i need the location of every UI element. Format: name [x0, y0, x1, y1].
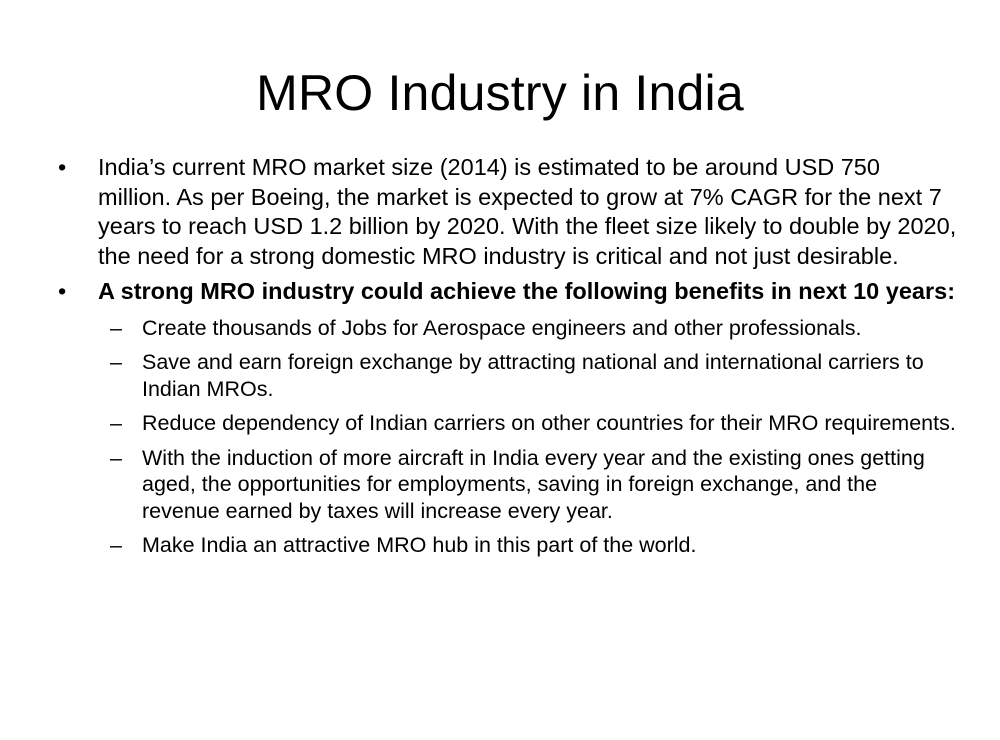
bullet-benefits: • A strong MRO industry could achieve th…: [58, 277, 958, 559]
dash-icon: –: [110, 533, 122, 557]
sub-item-text: With the induction of more aircraft in I…: [142, 445, 925, 523]
slide-body: • India’s current MRO market size (2014)…: [58, 153, 958, 567]
sub-item-text: Create thousands of Jobs for Aerospace e…: [142, 315, 862, 340]
dash-icon: –: [110, 445, 122, 470]
sub-item-mro-hub: – Make India an attractive MRO hub in th…: [58, 532, 958, 559]
dash-icon: –: [110, 350, 122, 374]
slide-title: MRO Industry in India: [256, 65, 744, 121]
sub-item-foreign-exchange: – Save and earn foreign exchange by attr…: [58, 349, 958, 402]
sub-item-jobs: – Create thousands of Jobs for Aerospace…: [58, 315, 958, 342]
sub-item-text: Save and earn foreign exchange by attrac…: [142, 350, 924, 401]
bullet-text: A strong MRO industry could achieve the …: [98, 278, 956, 304]
bullet-market-size: • India’s current MRO market size (2014)…: [58, 153, 958, 271]
sub-item-text: Make India an attractive MRO hub in this…: [142, 533, 697, 557]
bullet-dot-icon: •: [58, 278, 67, 304]
benefits-list: – Create thousands of Jobs for Aerospace…: [58, 315, 958, 559]
sub-item-aircraft-induction: – With the induction of more aircraft in…: [58, 445, 958, 525]
dash-icon: –: [110, 315, 122, 340]
sub-item-text: Reduce dependency of Indian carriers on …: [142, 411, 956, 435]
bullet-text: India’s current MRO market size (2014) i…: [98, 154, 957, 269]
dash-icon: –: [110, 411, 122, 435]
sub-item-dependency: – Reduce dependency of Indian carriers o…: [58, 410, 958, 437]
bullet-dot-icon: •: [58, 154, 67, 180]
